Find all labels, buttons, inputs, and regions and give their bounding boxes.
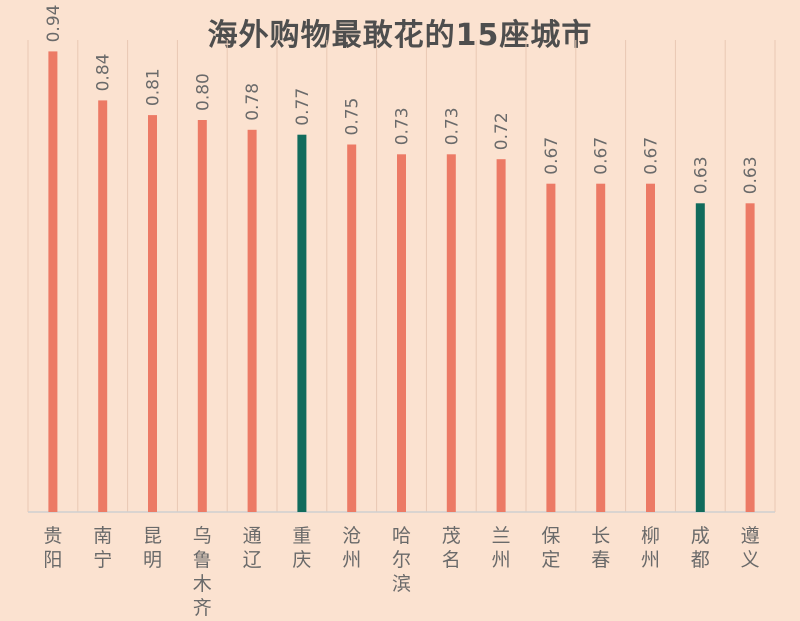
bar-value-label: 0.67 <box>592 137 612 175</box>
bar-value-label: 0.77 <box>293 88 313 126</box>
x-tick-label: 州 <box>342 549 361 571</box>
x-tick-label: 州 <box>641 549 660 571</box>
x-tick-label: 柳 <box>641 525 660 547</box>
bar <box>745 203 755 513</box>
bar <box>148 115 157 512</box>
bar-value-label: 0.75 <box>343 98 363 136</box>
bar <box>247 129 257 513</box>
bar <box>546 183 556 512</box>
bar <box>695 203 705 513</box>
bar-value-label: 0.80 <box>193 73 213 111</box>
bar-value-label: 0.67 <box>642 137 662 175</box>
bar <box>347 144 357 512</box>
x-tick-label: 长 <box>591 525 610 547</box>
bar-value-label: 0.94 <box>44 5 64 43</box>
bar-value-label: 0.84 <box>94 54 114 92</box>
x-tick-label: 茂 <box>442 525 461 547</box>
x-tick-label: 义 <box>741 549 760 571</box>
x-tick-label: 州 <box>492 549 511 571</box>
x-tick-label: 南 <box>93 525 112 547</box>
x-tick-label: 保 <box>541 525 560 547</box>
bar <box>596 183 606 512</box>
x-tick-label: 贵 <box>43 525 62 547</box>
x-tick-label: 阳 <box>43 549 62 571</box>
bar <box>297 134 307 512</box>
x-tick-label: 齐 <box>193 597 212 619</box>
bar-value-label: 0.73 <box>442 107 462 145</box>
x-tick-label: 定 <box>541 549 560 571</box>
x-tick-label: 乌 <box>193 525 212 547</box>
bar <box>646 183 655 512</box>
x-tick-label: 春 <box>591 549 610 571</box>
x-tick-label: 滨 <box>392 573 411 595</box>
bar <box>48 51 58 513</box>
bar <box>197 120 207 512</box>
x-tick-label: 兰 <box>492 525 511 547</box>
x-tick-label: 昆 <box>143 525 162 547</box>
x-tick-label: 辽 <box>243 549 262 571</box>
bar-value-label: 0.63 <box>691 156 711 194</box>
bar-value-label: 0.81 <box>144 68 164 106</box>
bar <box>397 154 406 513</box>
x-tick-label: 都 <box>691 549 710 571</box>
x-tick-label: 尔 <box>392 549 411 571</box>
bar <box>98 100 108 513</box>
x-tick-label: 通 <box>243 525 262 547</box>
x-tick-label: 遵 <box>741 525 760 547</box>
bar-value-label: 0.67 <box>542 137 562 175</box>
x-tick-label: 明 <box>143 549 162 571</box>
x-tick-label: 重 <box>292 525 311 547</box>
x-tick-label: 名 <box>442 549 461 571</box>
bar-value-label: 0.73 <box>393 107 413 145</box>
bar <box>496 159 506 512</box>
chart-title: 海外购物最敢花的15座城市 <box>207 18 593 53</box>
x-tick-label: 庆 <box>292 549 311 571</box>
x-tick-label: 沧 <box>342 525 361 547</box>
bar-value-label: 0.63 <box>741 156 761 194</box>
bar-value-label: 0.72 <box>492 112 512 150</box>
bar <box>446 154 456 513</box>
x-tick-label: 成 <box>691 525 710 547</box>
x-tick-label: 宁 <box>93 549 112 571</box>
x-tick-label: 哈 <box>392 525 411 547</box>
bar-value-label: 0.78 <box>243 83 263 121</box>
x-tick-label: 鲁 <box>193 549 212 571</box>
x-tick-label: 木 <box>193 573 212 595</box>
